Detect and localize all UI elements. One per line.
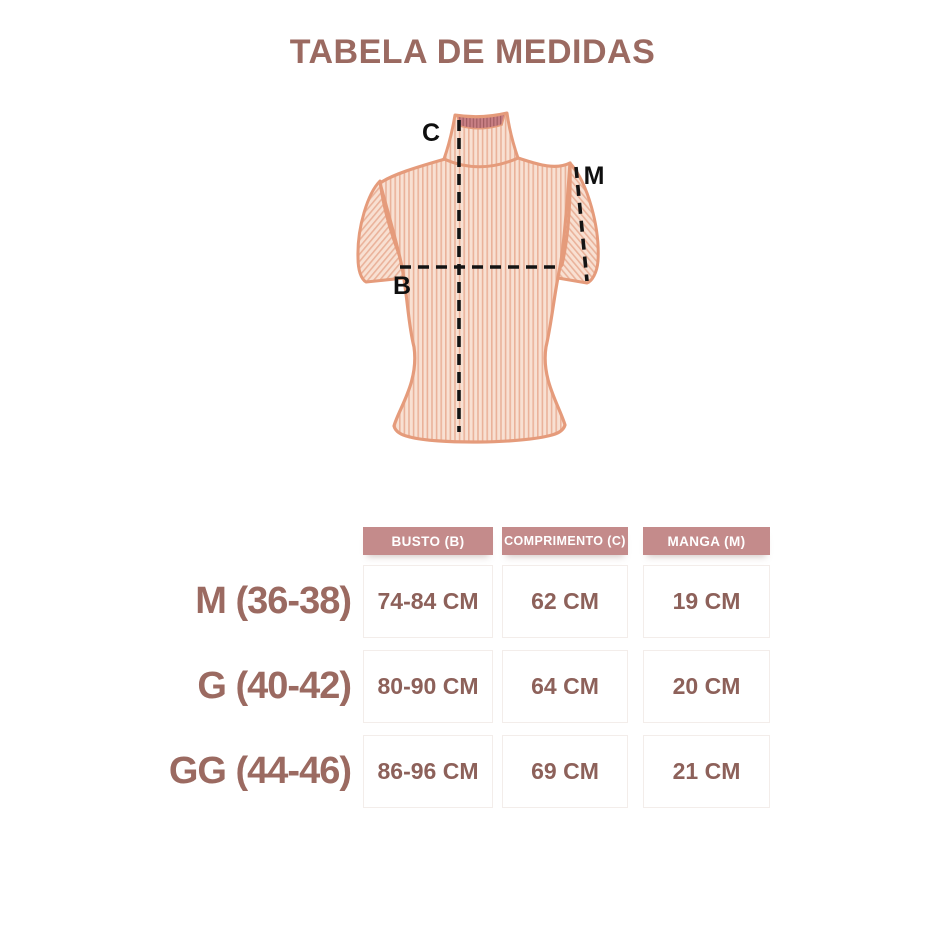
garment-body (378, 156, 572, 444)
size-row-label: GG (44-46) (168, 750, 352, 792)
page-title: TABELA DE MEDIDAS (289, 33, 656, 71)
right-sleeve (550, 161, 600, 285)
size-row-label: M (36-38) (195, 580, 352, 622)
column-header-sleeve: MANGA (M) (643, 527, 770, 555)
garment-measurement-diagram: C B M (330, 95, 660, 475)
length-value-cell: 69 CM (502, 735, 628, 808)
sleeve-measure-line (574, 166, 589, 282)
column-header-bust: BUSTO (B) (363, 527, 493, 555)
sleeve-value-cell: 20 CM (643, 650, 770, 723)
collar-inner (455, 112, 507, 130)
bust-value-cell: 74-84 CM (363, 565, 493, 638)
left-sleeve (356, 179, 416, 284)
turtleneck-top-illustration: C B M (356, 111, 605, 444)
length-value-cell: 64 CM (502, 650, 628, 723)
column-header-length: COMPRIMENTO (C) (502, 527, 628, 555)
bust-label: B (393, 272, 411, 300)
size-row-label: G (40-42) (197, 665, 352, 707)
sleeve-label: M (584, 162, 605, 190)
sleeve-value-cell: 21 CM (643, 735, 770, 808)
length-value-cell: 62 CM (502, 565, 628, 638)
bust-value-cell: 80-90 CM (363, 650, 493, 723)
length-label: C (422, 119, 440, 147)
sleeve-value-cell: 19 CM (643, 565, 770, 638)
bust-value-cell: 86-96 CM (363, 735, 493, 808)
